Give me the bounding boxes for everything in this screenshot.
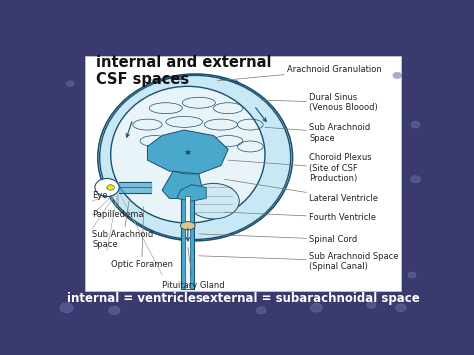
Polygon shape <box>147 130 228 174</box>
Text: Choroid Plexus
(Site of CSF
Production): Choroid Plexus (Site of CSF Production) <box>228 153 372 183</box>
Text: Sub Arachnoid
Space: Sub Arachnoid Space <box>92 201 154 249</box>
Circle shape <box>109 306 120 315</box>
FancyBboxPatch shape <box>85 56 401 291</box>
Circle shape <box>408 272 416 278</box>
Circle shape <box>95 179 119 197</box>
Text: Dural Sinus
(Venous Bloood): Dural Sinus (Venous Bloood) <box>261 93 378 113</box>
Ellipse shape <box>181 222 195 230</box>
Text: Pituitary Gland: Pituitary Gland <box>162 248 225 290</box>
Text: Fourth Ventricle: Fourth Ventricle <box>225 212 376 222</box>
Circle shape <box>396 304 406 312</box>
Circle shape <box>60 303 73 313</box>
Circle shape <box>411 121 420 128</box>
Text: external = subarachnoidal space: external = subarachnoidal space <box>201 292 419 305</box>
Polygon shape <box>162 171 202 198</box>
Text: Lateral Ventricle: Lateral Ventricle <box>225 179 378 203</box>
Text: *: * <box>185 150 191 160</box>
Circle shape <box>310 304 322 312</box>
Polygon shape <box>177 185 206 201</box>
Text: Optic Foramen: Optic Foramen <box>110 207 173 268</box>
Circle shape <box>411 176 420 183</box>
Text: internal = ventricles: internal = ventricles <box>66 292 202 305</box>
Circle shape <box>256 307 266 314</box>
Circle shape <box>367 302 376 308</box>
Text: internal and external
CSF spaces: internal and external CSF spaces <box>96 55 272 87</box>
Circle shape <box>393 72 401 79</box>
Circle shape <box>107 185 114 190</box>
Text: Eye: Eye <box>92 187 108 200</box>
Circle shape <box>66 81 74 86</box>
Text: Sub Arachnoid
Space: Sub Arachnoid Space <box>265 123 370 142</box>
Text: Sub Arachnoid Space
(Spinal Canal): Sub Arachnoid Space (Spinal Canal) <box>199 252 399 271</box>
FancyBboxPatch shape <box>181 196 194 289</box>
Text: Arachnoid Granulation: Arachnoid Granulation <box>217 65 382 81</box>
Text: Papilledema: Papilledema <box>92 196 144 219</box>
Ellipse shape <box>100 75 291 239</box>
Ellipse shape <box>188 184 239 219</box>
FancyBboxPatch shape <box>185 196 191 289</box>
Ellipse shape <box>110 86 265 223</box>
Text: Spinal Cord: Spinal Cord <box>199 234 357 244</box>
